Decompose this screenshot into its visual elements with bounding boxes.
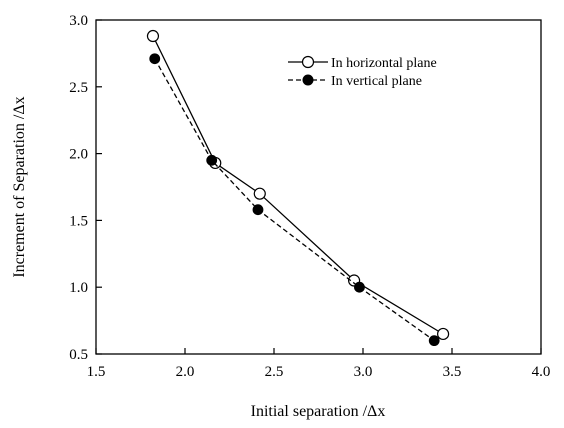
- data-point-1-0: [149, 53, 161, 65]
- axis-ticks: 1.5 2.0 2.5 3.0 3.5 4.0 0.5 1.0 1.5 2.0 2.5 3.0: [69, 13, 550, 380]
- x-axis-label: Initial separation /Δx: [251, 403, 386, 420]
- y-tick-label: 3.0: [69, 13, 88, 29]
- series-line-1: [154, 58, 435, 342]
- legend: In horizontal plane In vertical plane: [288, 55, 437, 89]
- data-point-0-4: [437, 327, 450, 341]
- data-point-1-1: [206, 154, 218, 166]
- x-tick-label: 2.5: [265, 364, 284, 380]
- y-tick-label: 1.0: [69, 280, 88, 296]
- y-tick-label: 0.5: [69, 347, 88, 363]
- x-tick-label: 3.0: [354, 364, 373, 380]
- legend-marker-vertical: [302, 74, 314, 86]
- data-point-1-2: [252, 204, 264, 216]
- x-tick-label: 4.0: [532, 364, 551, 380]
- data-point-1-3: [354, 281, 365, 293]
- data-point-0-2: [253, 187, 266, 200]
- plot-frame: [95, 19, 542, 355]
- legend-label-vertical: In vertical plane: [331, 74, 422, 89]
- x-tick-label: 2.0: [176, 364, 195, 380]
- data-point-1-4: [428, 335, 440, 347]
- y-tick-label: 1.5: [69, 213, 88, 229]
- series-layer: [146, 29, 450, 347]
- y-tick-label: 2.0: [69, 147, 88, 163]
- y-tick-label: 2.5: [69, 80, 88, 96]
- data-point-0-0: [146, 29, 160, 43]
- y-axis-label: Increment of Separation /Δx: [11, 96, 28, 277]
- x-tick-label: 3.5: [443, 364, 462, 380]
- legend-label-horizontal: In horizontal plane: [331, 56, 437, 71]
- x-tick-label: 1.5: [87, 364, 106, 380]
- legend-marker-horizontal: [301, 55, 315, 69]
